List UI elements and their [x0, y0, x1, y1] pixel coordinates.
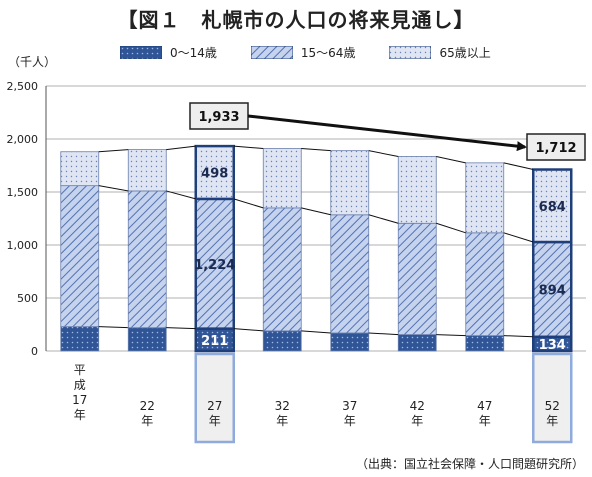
chart-title: 【図１ 札幌市の人口の将来見通し】: [117, 8, 475, 32]
data-label: 498: [201, 166, 228, 181]
x-tick-label: 22: [140, 399, 155, 413]
bar-segment-working: [60, 185, 100, 328]
series-boundary-line: [233, 198, 264, 209]
y-tick-label: 1,000: [7, 239, 39, 252]
legend-swatch-young: [120, 46, 162, 59]
bar-segment-old: [397, 156, 437, 224]
legend-label-working: 15～64歳: [300, 46, 356, 60]
x-tick-label: 年: [479, 414, 491, 428]
x-label-highlight-box: [194, 352, 235, 444]
series-boundary-line: [301, 148, 331, 152]
x-tick-label: 平: [74, 363, 86, 377]
series-boundary-line: [503, 162, 534, 171]
bar-segment-old: [262, 148, 302, 209]
series-boundary-line: [368, 150, 399, 157]
legend-item-working: 15～64歳: [250, 44, 356, 61]
series-boundary-line: [233, 328, 264, 332]
data-label: 894: [539, 283, 566, 298]
legend-item-old: 65歳以上: [389, 44, 491, 61]
series-boundary-line: [166, 327, 196, 330]
data-label: 134: [539, 338, 566, 353]
bar-segment-old: [532, 168, 573, 244]
legend-item-young: 0～14歳: [120, 44, 217, 61]
bar-segment-young: [262, 330, 302, 352]
bar-segment-old: [60, 151, 100, 187]
series-boundary-line: [98, 326, 129, 329]
bar-segment-young: [127, 327, 167, 352]
series-boundary-line: [301, 207, 331, 216]
series-boundary-line: [98, 185, 129, 192]
y-tick-label: 2,500: [7, 80, 39, 93]
series-boundary-line: [503, 232, 534, 243]
series-boundary-line: [233, 145, 264, 150]
data-label: 684: [539, 200, 566, 215]
legend-swatch-working: [250, 46, 293, 59]
x-tick-label: 32: [275, 399, 290, 413]
bar-segment-working: [465, 232, 505, 337]
series-boundary-line: [368, 332, 399, 336]
y-tick-label: 500: [17, 292, 38, 305]
x-tick-label: 37: [342, 399, 357, 413]
bar-segment-old: [194, 144, 235, 201]
data-label: 211: [201, 334, 228, 349]
bar-segment-working: [330, 214, 370, 334]
y-tick-label: 1,500: [7, 186, 39, 199]
x-tick-label: 年: [141, 414, 153, 428]
x-tick-label: 成: [74, 378, 86, 392]
x-label-highlight-box: [532, 352, 573, 444]
x-tick-label: 47: [477, 399, 492, 413]
trend-arrow: [247, 114, 527, 152]
source-note: （出典：国立社会保障・人口問題研究所）: [355, 457, 584, 471]
bar-segment-old: [127, 149, 167, 192]
bar-segment-working: [127, 190, 167, 329]
bar-segment-working: [397, 222, 437, 335]
bar-segment-young: [60, 326, 100, 352]
x-tick-label: 52: [545, 399, 560, 413]
x-tick-label: 17: [72, 393, 87, 407]
x-tick-label: 年: [209, 414, 221, 428]
y-tick-label: 0: [31, 345, 38, 358]
bar-segment-young: [465, 335, 505, 352]
chart-legend: 0～14歳 15～64歳 65歳以上: [120, 44, 491, 61]
x-tick-label: 年: [411, 414, 423, 428]
bar-segment-working: [262, 207, 302, 332]
bar-segment-old: [330, 150, 370, 216]
series-boundary-line: [166, 190, 196, 200]
series-boundary-line: [368, 214, 399, 224]
x-tick-label: 年: [276, 414, 288, 428]
bar-segment-young: [330, 332, 370, 352]
series-boundary-line: [436, 334, 466, 337]
x-tick-label: 年: [546, 414, 558, 428]
series-boundary-line: [166, 145, 196, 151]
y-axis-unit-label: （千人）: [8, 55, 57, 69]
series-boundary-line: [436, 156, 466, 164]
legend-label-old: 65歳以上: [439, 46, 491, 60]
y-tick-label: 2,000: [7, 133, 39, 146]
bar-segment-young: [397, 334, 437, 352]
bar-segment-working: [194, 197, 235, 330]
x-tick-label: 年: [344, 414, 356, 428]
series-boundary-line: [301, 330, 331, 334]
series-boundary-line: [98, 149, 129, 153]
legend-label-young: 0～14歳: [170, 46, 217, 60]
bar-segment-old: [465, 162, 505, 234]
total-callout-label: 1,933: [198, 110, 239, 125]
series-boundary-line: [503, 335, 534, 338]
x-tick-label: 27: [207, 399, 222, 413]
total-callout-box: [526, 133, 586, 161]
data-label: 1,224: [194, 258, 235, 273]
total-callout-label: 1,712: [535, 141, 576, 156]
legend-swatch-old: [389, 46, 432, 59]
series-boundary-line: [436, 222, 466, 234]
x-tick-label: 年: [74, 408, 86, 422]
x-tick-label: 42: [410, 399, 425, 413]
bar-segment-working: [532, 240, 573, 339]
